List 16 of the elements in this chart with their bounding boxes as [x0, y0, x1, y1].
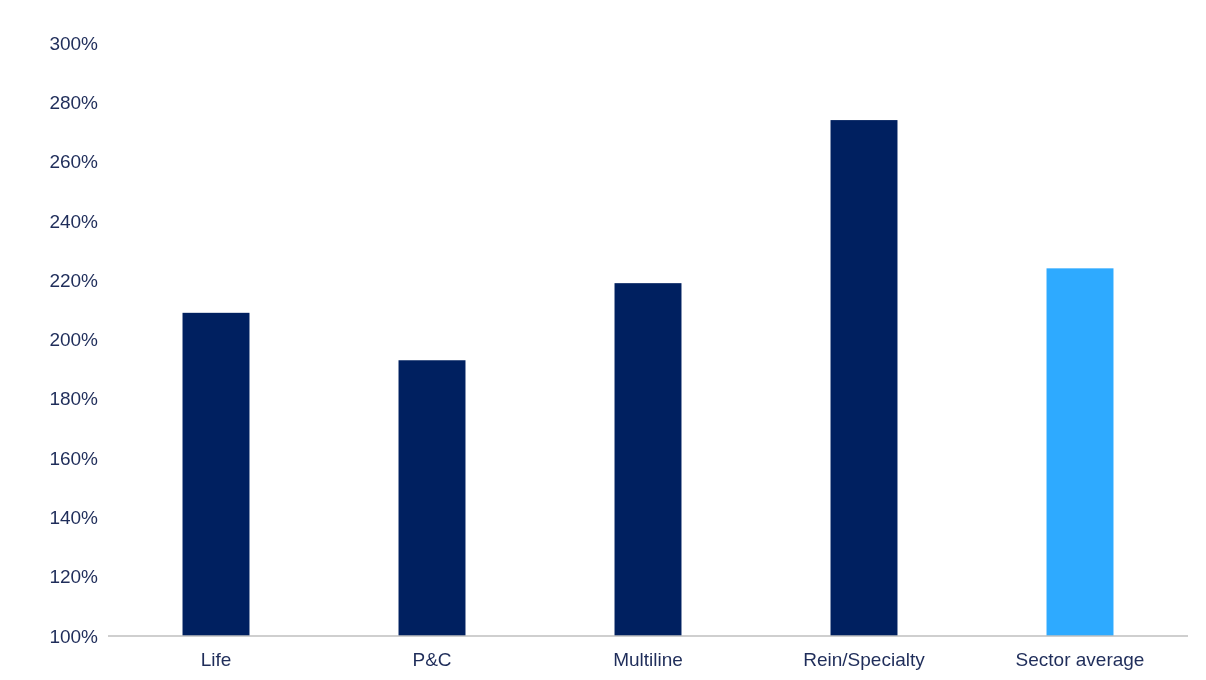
y-tick-label: 220%	[49, 269, 99, 291]
x-tick-label: Rein/Specialty	[803, 649, 926, 670]
y-tick-label: 160%	[49, 447, 99, 469]
x-tick-label: Life	[200, 649, 232, 670]
x-tick-label: Sector average	[1015, 649, 1145, 670]
y-tick-label: 140%	[49, 507, 99, 529]
y-tick-label: 100%	[49, 625, 99, 647]
y-tick-label: 300%	[49, 32, 99, 54]
y-tick-label: 240%	[49, 210, 99, 232]
y-tick-label: 180%	[49, 388, 99, 410]
y-tick-label: 280%	[49, 91, 99, 113]
y-tick-label: 260%	[49, 151, 99, 173]
y-tick-label: 200%	[49, 329, 99, 351]
x-tick-label: Multiline	[613, 649, 683, 670]
x-tick-label: P&C	[412, 649, 452, 670]
y-tick-label: 120%	[49, 566, 99, 588]
